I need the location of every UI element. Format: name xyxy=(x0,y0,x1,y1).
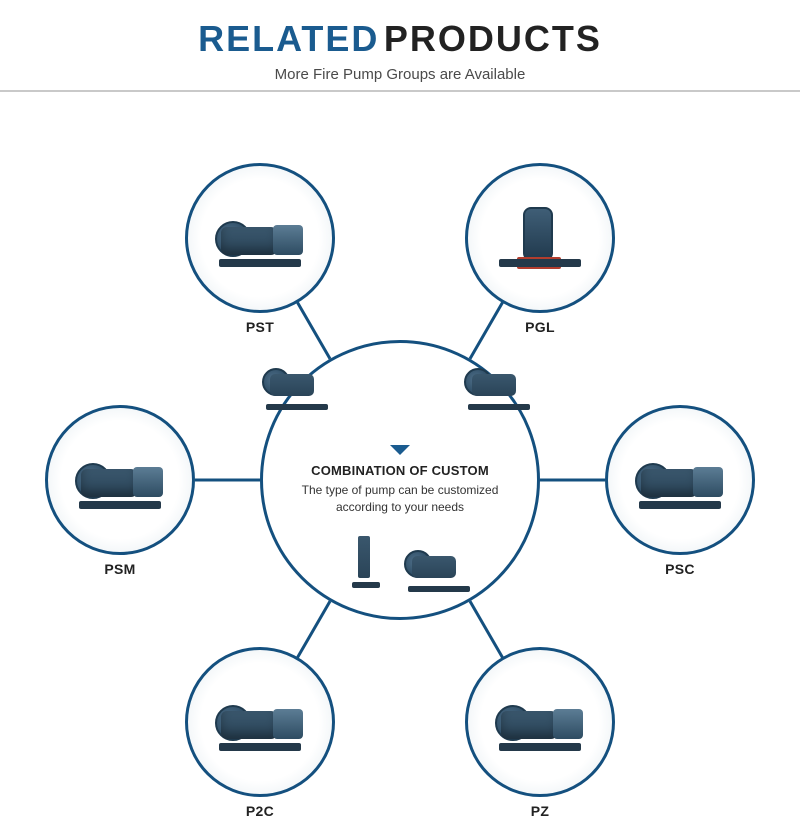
product-node-psc[interactable] xyxy=(605,405,755,555)
product-node-p2c[interactable] xyxy=(185,647,335,797)
pump-icon xyxy=(75,451,165,509)
center-desc: The type of pump can be customized accor… xyxy=(290,482,510,516)
center-title: COMBINATION OF CUSTOM xyxy=(311,463,489,478)
center-content: COMBINATION OF CUSTOM The type of pump c… xyxy=(260,340,540,620)
product-node-pgl[interactable] xyxy=(465,163,615,313)
title-word-products: PRODUCTS xyxy=(384,18,602,59)
product-node-pst[interactable] xyxy=(185,163,335,313)
product-label-pgl: PGL xyxy=(500,319,580,335)
pump-icon xyxy=(635,451,725,509)
chevron-down-icon xyxy=(390,445,410,455)
product-label-psm: PSM xyxy=(80,561,160,577)
connector-line xyxy=(470,601,503,657)
product-label-p2c: P2C xyxy=(220,803,300,819)
pump-icon xyxy=(215,209,305,267)
connector-line xyxy=(298,601,331,657)
pump-icon xyxy=(495,693,585,751)
subtitle: More Fire Pump Groups are Available xyxy=(0,66,800,83)
connector-line xyxy=(470,302,503,358)
product-label-pz: PZ xyxy=(500,803,580,819)
product-label-pst: PST xyxy=(220,319,300,335)
product-node-pz[interactable] xyxy=(465,647,615,797)
radial-graphic: COMBINATION OF CUSTOM The type of pump c… xyxy=(0,80,800,800)
pump-icon xyxy=(215,693,305,751)
title-word-related: RELATED xyxy=(198,18,379,59)
header: RELATED PRODUCTS More Fire Pump Groups a… xyxy=(0,0,800,97)
page-title: RELATED PRODUCTS xyxy=(198,18,602,60)
product-label-psc: PSC xyxy=(640,561,720,577)
connector-line xyxy=(298,302,331,358)
product-node-psm[interactable] xyxy=(45,405,195,555)
pump-icon xyxy=(495,209,585,267)
